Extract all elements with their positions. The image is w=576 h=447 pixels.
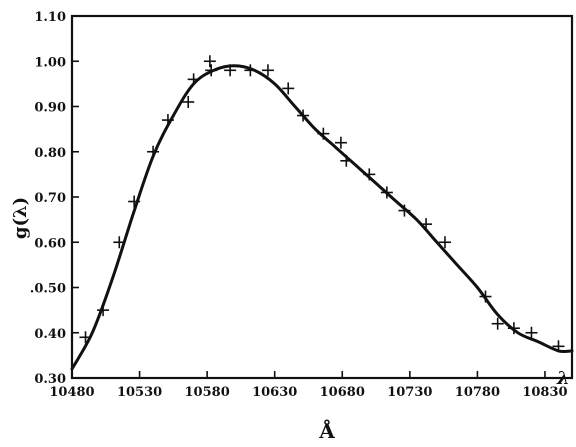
- data-point: [491, 317, 504, 330]
- x-tick-label: 10730: [387, 385, 432, 400]
- data-point: [334, 136, 347, 149]
- tick-labels: 0.30 0.40 .0.50 0.60 0.70 0.80 0.90 1.00 1.10 104…: [30, 10, 568, 400]
- data-point: [97, 304, 110, 317]
- y-tick-label: 0.60: [34, 236, 66, 251]
- data-point: [420, 218, 433, 231]
- axis-ticks: [71, 15, 546, 379]
- x-tick-label: 10480: [49, 385, 94, 400]
- data-point: [113, 236, 126, 249]
- data-point: [128, 195, 141, 208]
- x-tick-label: 10630: [252, 385, 297, 400]
- data-point: [261, 64, 274, 77]
- y-tick-label: 1.10: [34, 10, 66, 25]
- x-tick-label: 10580: [185, 385, 230, 400]
- data-point: [552, 340, 565, 353]
- data-point: [363, 168, 376, 181]
- data-point: [282, 82, 295, 95]
- data-point: [224, 64, 237, 77]
- data-point: [244, 64, 257, 77]
- x-axis-symbol: λ: [556, 368, 570, 389]
- data-point: [187, 73, 200, 86]
- x-tick-label: 10780: [455, 385, 500, 400]
- y-tick-label: 0.70: [34, 191, 66, 206]
- data-point: [438, 236, 451, 249]
- x-tick-label: 10830: [522, 385, 567, 400]
- x-axis-title: Å: [318, 419, 335, 443]
- data-point: [507, 322, 520, 335]
- x-tick-label: 10680: [320, 385, 365, 400]
- y-tick-label: 1.00: [34, 55, 66, 70]
- data-point: [398, 204, 411, 217]
- data-point: [380, 186, 393, 199]
- data-point: [340, 154, 353, 167]
- data-point: [479, 290, 492, 303]
- data-point: [203, 55, 216, 68]
- data-point: [79, 331, 92, 344]
- data-point: [317, 127, 330, 140]
- y-tick-label: 0.40: [34, 327, 66, 342]
- data-point: [525, 326, 538, 339]
- data-markers: [79, 55, 565, 353]
- y-tick-label: 0.80: [34, 146, 66, 161]
- y-tick-label: .0.50: [30, 282, 66, 297]
- data-point: [205, 64, 218, 77]
- data-point: [161, 114, 174, 127]
- data-point: [182, 95, 195, 108]
- y-tick-label: 0.30: [34, 372, 66, 387]
- data-point: [147, 145, 160, 158]
- y-axis-title: g(λ): [10, 197, 31, 239]
- y-tick-label: 0.90: [34, 101, 66, 116]
- x-tick-label: 10530: [117, 385, 162, 400]
- data-point: [297, 109, 310, 122]
